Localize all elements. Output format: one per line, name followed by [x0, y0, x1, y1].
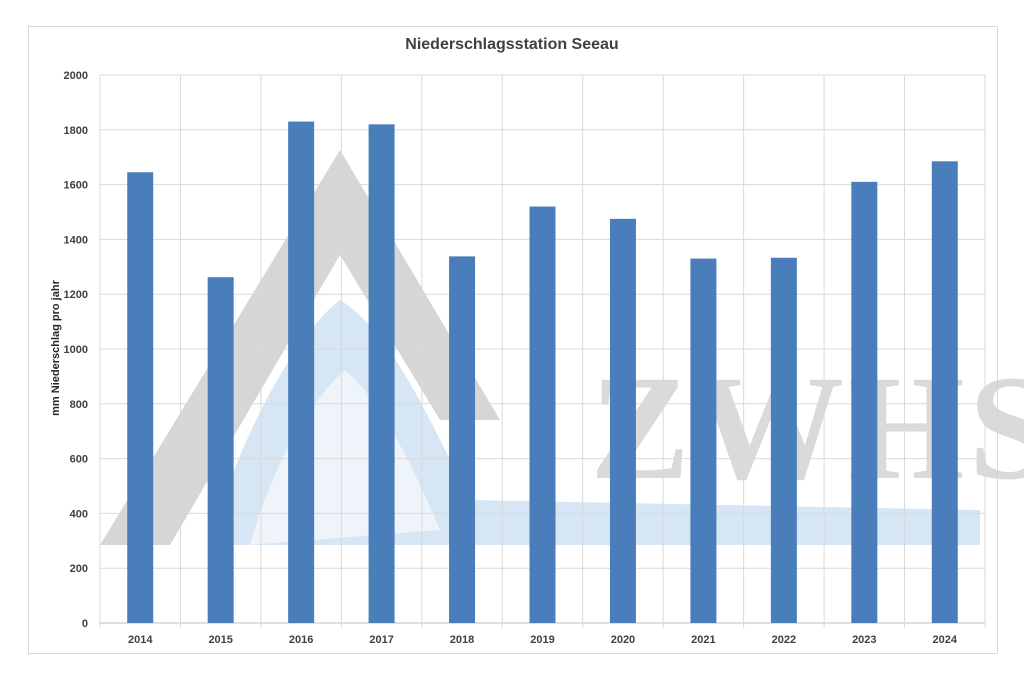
x-tick-label: 2014: [128, 634, 153, 646]
bar-2022: [770, 257, 797, 623]
y-tick-label: 1000: [64, 344, 88, 356]
chart-title: Niederschlagsstation Seeau: [405, 36, 619, 53]
y-tick-label: 600: [70, 454, 88, 466]
bar-2016: [288, 121, 315, 623]
bar-2014: [127, 172, 154, 623]
y-tick-label: 1400: [64, 234, 88, 246]
x-tick-label: 2020: [611, 634, 635, 646]
chart-frame: [28, 26, 998, 654]
y-tick-labels: 0 200 400 600 800 1000 1200 1400 1600 1800 2000: [64, 70, 88, 630]
x-tick-label: 2019: [530, 634, 554, 646]
y-tick-label: 400: [70, 508, 88, 520]
x-tick-label: 2024: [933, 634, 958, 646]
x-tick-label: 2015: [208, 634, 232, 646]
bar-2019: [529, 206, 556, 623]
x-tick-label: 2022: [772, 634, 796, 646]
y-tick-label: 200: [70, 563, 88, 575]
y-tick-label: 1600: [64, 180, 88, 192]
bars: [127, 121, 958, 624]
y-tick-label: 1800: [64, 125, 88, 137]
x-tick-labels: 2014 2015 2016 2017 2018 2019 2020 2021 2022 2023…: [128, 634, 958, 646]
y-tick-label: 2000: [64, 70, 88, 82]
x-tick-label: 2021: [691, 634, 715, 646]
y-tick-label: 0: [82, 618, 88, 630]
watermark-logo: ZWHS: [100, 150, 1024, 545]
bar-2023: [851, 181, 878, 624]
x-tick-label: 2023: [852, 634, 876, 646]
y-tick-label: 1200: [64, 289, 88, 301]
bar-2021: [690, 258, 717, 623]
bar-2024: [931, 161, 958, 623]
x-tick-label: 2018: [450, 634, 474, 646]
watermark-text: ZWHS: [590, 345, 1024, 511]
watermark-roof-shape: [100, 150, 500, 545]
bar-2017: [368, 124, 395, 623]
bar-2018: [449, 256, 476, 623]
bar-2015: [207, 277, 234, 623]
y-tick-label: 800: [70, 399, 88, 411]
x-tick-label: 2016: [289, 634, 313, 646]
bar-2020: [609, 218, 636, 623]
x-tick-label: 2017: [369, 634, 393, 646]
